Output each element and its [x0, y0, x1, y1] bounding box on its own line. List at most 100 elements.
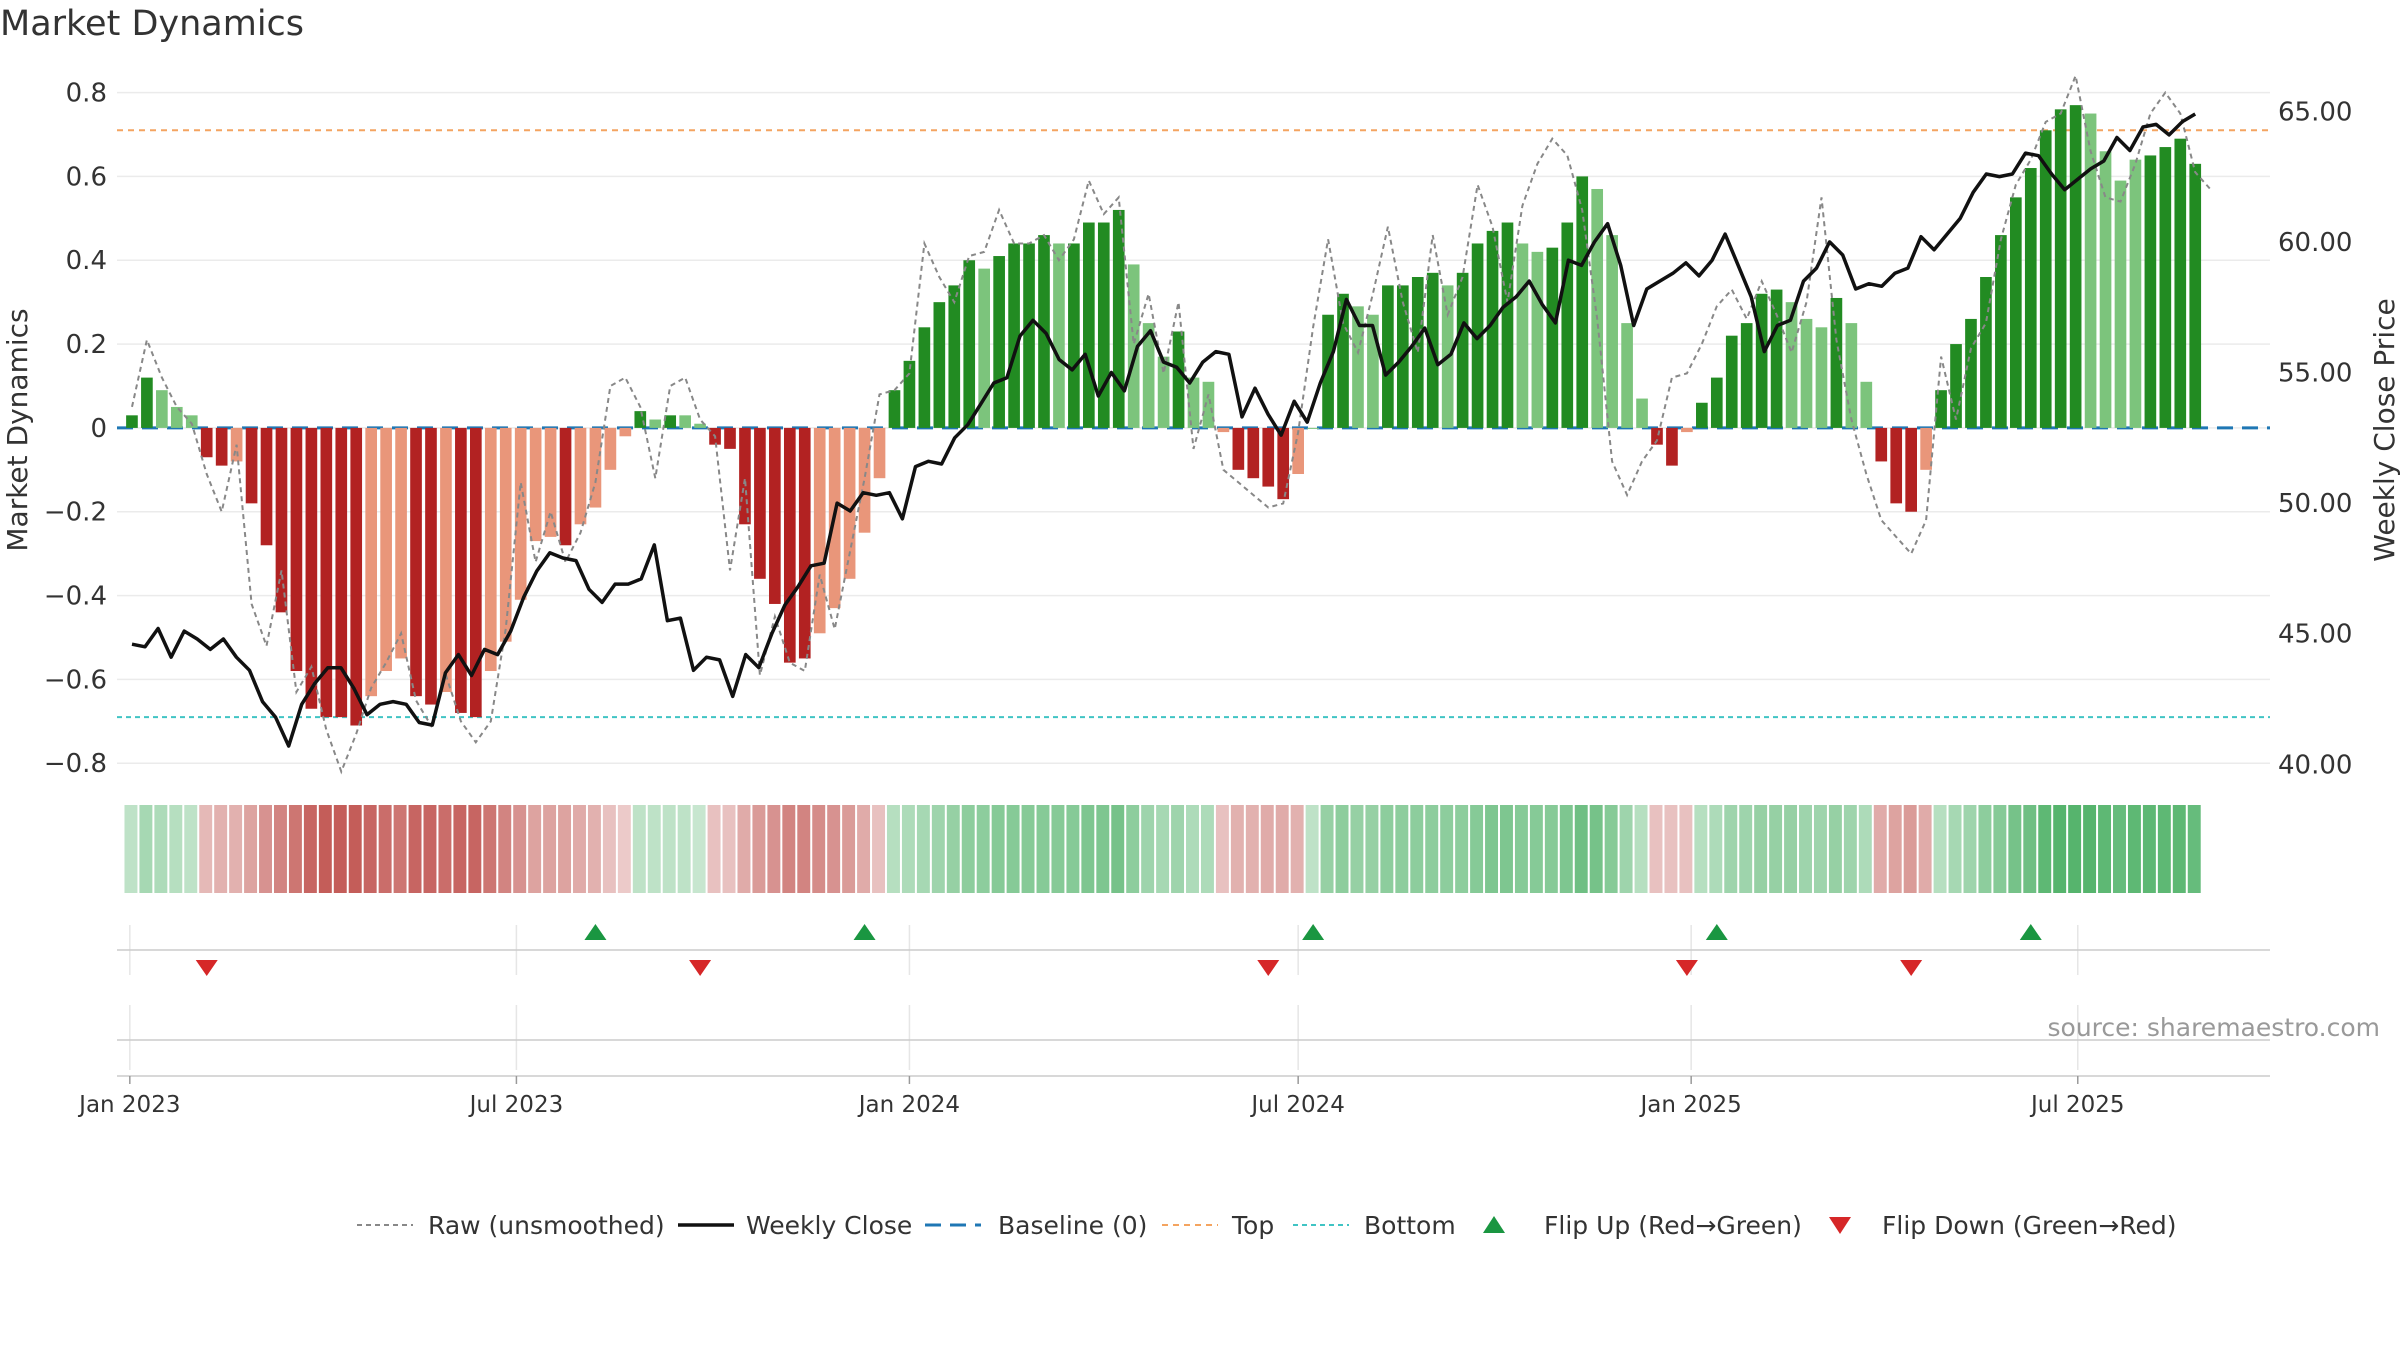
bar: [798, 427, 811, 659]
heat-cell: [543, 805, 557, 893]
bar: [1651, 427, 1663, 445]
heat-cell: [1604, 805, 1618, 893]
bar: [1920, 427, 1932, 470]
heat-cell: [1141, 805, 1155, 893]
heat-cell: [1305, 805, 1319, 893]
bar: [215, 427, 228, 466]
bar: [1127, 264, 1140, 428]
source-label: source: sharemaestro.com: [2047, 1013, 2381, 1042]
heat-cell: [872, 805, 885, 893]
bar: [1068, 243, 1080, 428]
y2-tick-label: 50.00: [2278, 489, 2352, 519]
bar: [2054, 109, 2067, 428]
heat-cell: [1784, 805, 1798, 893]
heat-cell: [1260, 805, 1274, 893]
heat-cell: [558, 805, 572, 893]
heat-cell: [1380, 805, 1394, 893]
bar: [1367, 314, 1379, 428]
heat-cell: [632, 805, 646, 893]
flip-up-marker: [1705, 924, 1728, 940]
bar: [888, 390, 901, 428]
bar: [1307, 427, 1319, 429]
heat-cell: [169, 805, 183, 893]
bar: [634, 411, 647, 428]
bar: [1785, 302, 1798, 428]
heat-cell: [1843, 805, 1857, 893]
heat-cell: [573, 805, 586, 893]
heat-cell: [229, 805, 243, 893]
heat-cell: [1096, 805, 1110, 893]
bar: [514, 427, 527, 600]
heat-cell: [2053, 805, 2067, 893]
heat-cell: [378, 805, 392, 893]
bar: [1382, 285, 1394, 428]
heat-cell: [1813, 805, 1827, 893]
heat-cell: [363, 805, 377, 893]
bar: [1905, 427, 1917, 512]
heat-cell: [901, 805, 915, 893]
heat-cell: [1410, 805, 1424, 893]
heat-cell: [1589, 805, 1603, 893]
heat-cell: [1529, 805, 1543, 893]
x-axis: Jan 2023 Jul 2023 Jan 2024 Jul 2024 Jan 2025…: [77, 1075, 2270, 1118]
heat-cell: [812, 805, 826, 893]
bar: [350, 427, 363, 726]
heat-cell: [752, 805, 766, 893]
bar: [1980, 277, 1992, 428]
heat-cell: [303, 805, 317, 893]
bar: [1800, 318, 1813, 428]
y2-tick-label: 45.00: [2278, 620, 2352, 650]
heat-cell: [1694, 805, 1708, 893]
bar: [1247, 427, 1260, 479]
bar: [1172, 331, 1185, 428]
y-tick-label: 0.2: [66, 330, 107, 360]
legend-swatch-flip-up: [1483, 1216, 1505, 1233]
heat-cell: [587, 805, 601, 893]
raw-series: [131, 72, 2211, 775]
heat-cell: [961, 805, 975, 893]
bar: [604, 427, 617, 470]
heat-cell: [1544, 805, 1558, 893]
x-tick-label: Jul 2024: [1249, 1092, 1345, 1118]
heat-cell: [259, 805, 272, 893]
bar: [2159, 147, 2172, 428]
bar: [1845, 323, 1858, 428]
heat-cell: [1171, 805, 1185, 893]
bar: [589, 427, 602, 508]
y-tick-label: −0.8: [44, 749, 107, 779]
heat-cell: [1156, 805, 1170, 893]
legend-label: Top: [1231, 1211, 1274, 1240]
bar: [1008, 243, 1020, 428]
bar: [1337, 293, 1349, 428]
bar: [1232, 427, 1245, 470]
bar: [1815, 327, 1828, 428]
x-tick-label: Jan 2023: [77, 1092, 180, 1118]
bar: [470, 427, 482, 718]
bar: [963, 260, 976, 428]
heat-cell: [1111, 805, 1125, 893]
bar: [499, 427, 512, 642]
y-tick-label: 0: [90, 414, 107, 444]
heat-cell: [438, 805, 452, 893]
heat-cell: [214, 805, 228, 893]
bar: [200, 427, 213, 458]
heat-cell: [1574, 805, 1588, 893]
chart-title: Market Dynamics: [0, 4, 305, 44]
flip-up-marker: [1302, 924, 1325, 940]
heat-cell: [318, 805, 332, 893]
heat-cell: [1963, 805, 1977, 893]
bar: [1546, 247, 1559, 428]
heat-cell: [1051, 805, 1065, 893]
bar: [170, 406, 183, 428]
heat-cell: [244, 805, 258, 893]
y-tick-label: −0.2: [44, 498, 107, 528]
heat-cell: [1230, 805, 1244, 893]
bar: [1696, 402, 1708, 428]
bar: [410, 427, 422, 697]
legend-label: Weekly Close: [746, 1211, 912, 1240]
heat-cell: [2023, 805, 2037, 893]
heat-cell: [1500, 805, 1513, 893]
flip-down-marker: [689, 960, 712, 976]
bar: [440, 427, 452, 692]
bar: [1576, 176, 1589, 428]
